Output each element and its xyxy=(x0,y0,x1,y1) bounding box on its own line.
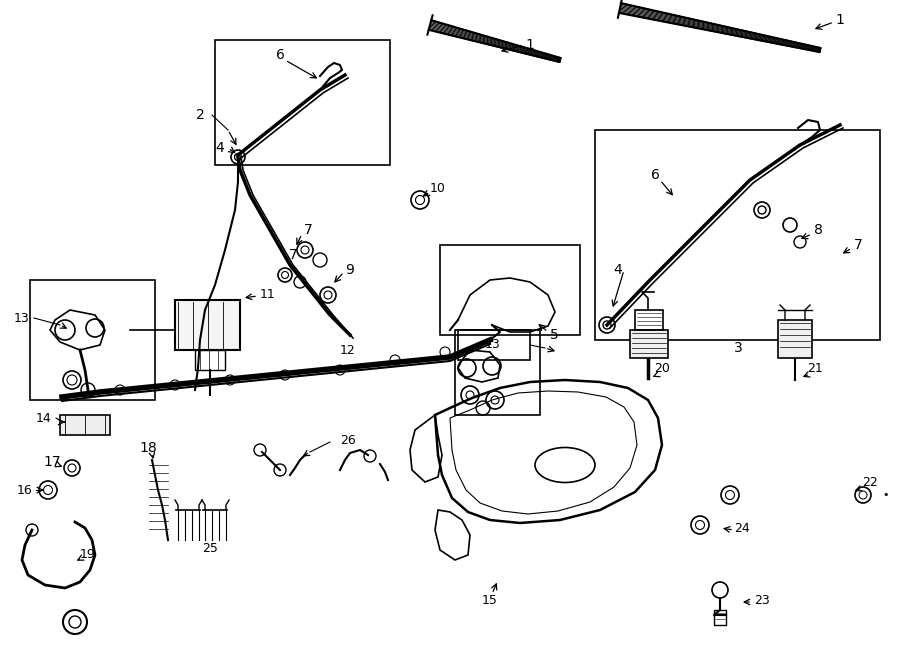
Text: 9: 9 xyxy=(346,263,355,277)
Text: 7: 7 xyxy=(303,223,312,237)
Text: 13: 13 xyxy=(485,338,501,352)
Text: 5: 5 xyxy=(550,328,558,342)
Text: 10: 10 xyxy=(430,182,446,194)
Text: 6: 6 xyxy=(651,168,660,182)
Text: 20: 20 xyxy=(654,362,670,375)
Text: 25: 25 xyxy=(202,541,218,555)
Text: 16: 16 xyxy=(17,483,33,496)
Text: 3: 3 xyxy=(734,341,742,355)
Text: 13: 13 xyxy=(14,311,30,325)
Text: 26: 26 xyxy=(340,434,356,446)
Text: 4: 4 xyxy=(614,263,623,277)
Text: 6: 6 xyxy=(275,48,284,62)
Text: 24: 24 xyxy=(734,522,750,535)
Text: 18: 18 xyxy=(140,441,157,455)
Text: 11: 11 xyxy=(260,288,276,301)
Text: 21: 21 xyxy=(807,362,823,375)
Polygon shape xyxy=(778,320,812,358)
Text: 14: 14 xyxy=(36,412,52,424)
Text: 12: 12 xyxy=(340,344,356,356)
Text: 22: 22 xyxy=(862,475,878,488)
Polygon shape xyxy=(630,330,668,358)
Text: 1: 1 xyxy=(835,13,844,27)
Text: 23: 23 xyxy=(754,594,770,607)
Text: 1: 1 xyxy=(526,38,535,52)
Text: 8: 8 xyxy=(814,223,823,237)
Text: 7: 7 xyxy=(289,248,297,262)
Text: 19: 19 xyxy=(80,549,96,561)
Text: 17: 17 xyxy=(43,455,61,469)
Text: 7: 7 xyxy=(853,238,862,252)
Polygon shape xyxy=(60,415,110,435)
Text: 2: 2 xyxy=(195,108,204,122)
Text: 15: 15 xyxy=(482,594,498,607)
Polygon shape xyxy=(175,300,240,350)
Text: •: • xyxy=(883,490,889,500)
Text: 4: 4 xyxy=(216,141,224,155)
